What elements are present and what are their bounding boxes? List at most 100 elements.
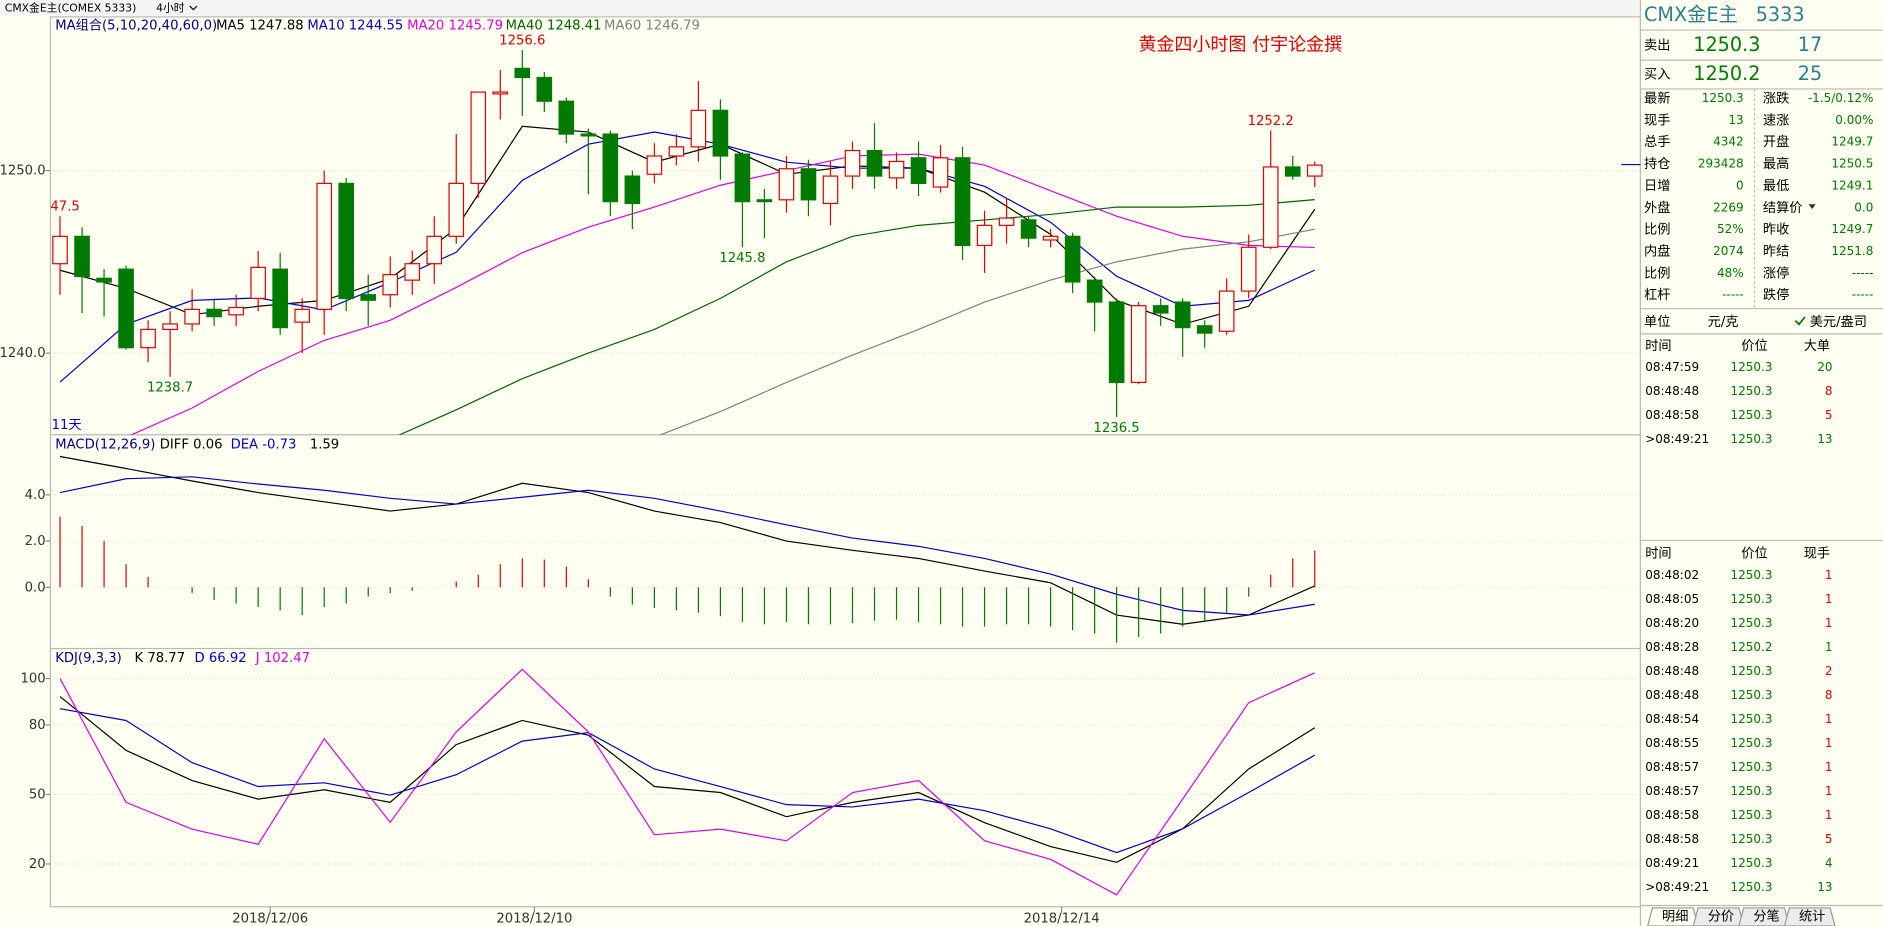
quote-name: CMX金E主 [1644, 3, 1738, 26]
unit-label: 单位 [1644, 314, 1670, 330]
row-volume: 1 [1825, 808, 1833, 822]
quote-value: 0 [1736, 178, 1744, 192]
candle-body [514, 67, 531, 79]
extreme-label: 47.5 [50, 200, 79, 215]
extreme-label: 1252.2 [1248, 114, 1294, 129]
quote-value: 293428 [1698, 157, 1744, 171]
row-time: 08:48:48 [1645, 688, 1699, 702]
sell-label: 卖出 [1644, 38, 1670, 54]
quote-label: 现手 [1644, 112, 1670, 128]
toolbar [0, 0, 1641, 16]
row-price: 1250.3 [1731, 432, 1773, 446]
tab-label[interactable]: 分笔 [1753, 908, 1779, 924]
table-header: 时间 [1645, 546, 1671, 562]
candle-body [184, 308, 200, 325]
period-selector[interactable]: 4小时 [156, 1, 185, 14]
row-price: 1250.3 [1731, 384, 1773, 398]
kdj-legend-title[interactable]: KDJ(9,3,3) [55, 651, 122, 666]
dropdown-arrow [1808, 204, 1816, 210]
toolbar-symbol[interactable]: CMX金E主(COMEX 5333) [5, 0, 137, 14]
candle-body [998, 217, 1015, 226]
unit-cny[interactable]: 元/克 [1708, 314, 1739, 330]
main-lines [59, 125, 1316, 435]
candle-body [1020, 219, 1037, 239]
macd-legend-title[interactable]: MACD(12,26,9) [55, 437, 155, 452]
main-legend-title[interactable]: MA组合(5,10,20,40,60,0) [55, 17, 217, 33]
x-date-label: 2018/12/14 [1024, 912, 1100, 926]
quote-value: 1250.5 [1831, 157, 1873, 171]
candle-body [360, 294, 377, 301]
row-volume: 1 [1825, 712, 1833, 726]
quote-label: 结算价 [1763, 200, 1803, 216]
row-price: 1250.3 [1731, 568, 1773, 582]
candle-body [624, 175, 641, 205]
quote-value: -1.5/0.12% [1808, 91, 1874, 105]
candle-body [404, 263, 421, 281]
candle-body [778, 168, 795, 201]
candle-body [602, 133, 619, 203]
row-volume: 1 [1825, 616, 1833, 630]
table-header: 时间 [1645, 338, 1671, 354]
indicator-line [59, 455, 1315, 625]
sell-volume: 17 [1798, 33, 1822, 56]
row-volume: 4 [1825, 856, 1833, 870]
row-price: 1250.3 [1731, 880, 1773, 894]
buy-price: 1250.2 [1693, 62, 1760, 85]
buy-label: 买入 [1644, 67, 1670, 83]
quote-value: ----- [1852, 266, 1874, 280]
row-time: 08:48:54 [1645, 712, 1699, 726]
tab-label[interactable]: 明细 [1662, 908, 1688, 924]
quote-label: 外盘 [1644, 199, 1670, 216]
quote-label: 跌停 [1763, 286, 1789, 303]
candle-body [844, 149, 861, 177]
candle-body [536, 76, 553, 102]
unit-usd[interactable]: 美元/盎司 [1810, 314, 1867, 330]
quote-value: 1249.7 [1831, 222, 1873, 236]
quote-value: 48% [1717, 266, 1744, 280]
legend-entry: D 66.92 [195, 651, 247, 666]
candle-body [118, 268, 134, 349]
row-time: 08:48:48 [1645, 384, 1699, 398]
quote-label: 昨结 [1763, 244, 1789, 260]
quote-value: 2074 [1713, 244, 1744, 258]
row-price: 1250.3 [1731, 856, 1773, 870]
candle-body [140, 328, 156, 349]
y-tick-label: 0.0 [25, 580, 46, 595]
candle-body [976, 224, 993, 247]
tab-label[interactable]: 统计 [1799, 908, 1825, 924]
indicator-line [59, 668, 1315, 896]
row-time: 08:48:48 [1645, 664, 1699, 678]
candles [52, 50, 1323, 418]
row-price: 1250.3 [1731, 408, 1773, 422]
quote-value: 0.00% [1835, 113, 1873, 127]
quote-label: 比例 [1644, 265, 1670, 281]
quote-value: 1250.3 [1702, 91, 1744, 105]
candle-body [866, 149, 883, 177]
row-price: 1250.3 [1731, 808, 1773, 822]
extreme-label: 1236.5 [1094, 421, 1140, 436]
quote-separators [1640, 29, 1883, 907]
indicator-line [59, 476, 1315, 616]
candle-body [316, 182, 332, 310]
buy-volume: 25 [1798, 62, 1822, 85]
tab-label[interactable]: 分价 [1708, 908, 1734, 924]
candle-body [382, 274, 399, 296]
candle-body [272, 268, 288, 329]
y-tick-label: 80 [29, 718, 46, 733]
indicator-line [59, 696, 1316, 863]
extreme-label: 1238.7 [147, 381, 193, 396]
row-time: 08:48:58 [1645, 832, 1699, 846]
row-price: 1250.3 [1731, 616, 1773, 630]
row-time: 08:48:28 [1645, 640, 1699, 654]
candle-body [52, 235, 68, 265]
quote-label: 昨收 [1763, 222, 1789, 238]
quote-value: 52% [1717, 222, 1744, 236]
x-date-label: 2018/12/06 [232, 912, 308, 926]
macd-value: 1.59 [310, 437, 339, 452]
row-volume: 8 [1825, 688, 1833, 702]
row-volume: 2 [1825, 664, 1833, 678]
candle-body [1152, 305, 1169, 314]
quote-value: 1251.8 [1831, 244, 1873, 258]
candle-body [822, 175, 839, 205]
panel-frames [49, 0, 1642, 926]
